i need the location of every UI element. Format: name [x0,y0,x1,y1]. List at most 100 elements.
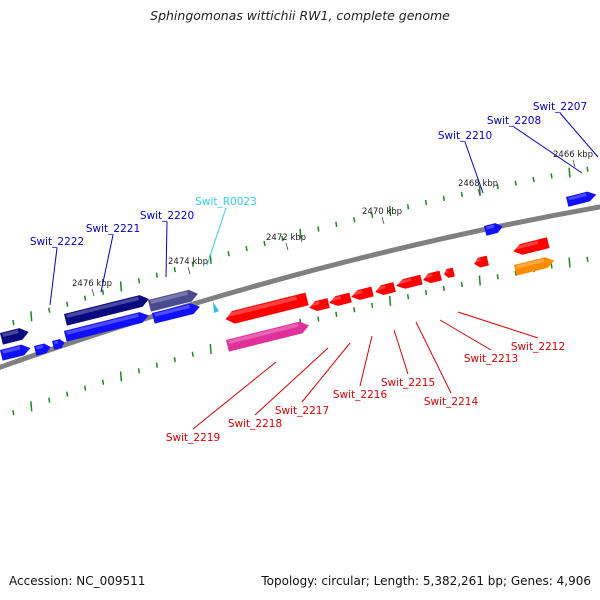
leader-line [192,361,277,430]
accession-text: Accession: NC_009511 [9,574,146,588]
leader-line [206,207,227,266]
tick-mark [12,410,15,416]
gene-reverse [351,286,374,300]
tick-mark [424,289,428,296]
tick-mark [191,261,194,267]
tick-mark [155,272,159,278]
tick-mark [12,320,15,326]
tick-mark [173,357,176,363]
tick-mark [550,173,553,179]
tick-mark [227,251,230,257]
tick-mark [119,371,123,382]
leader-line [415,321,452,394]
tick-mark [281,235,284,242]
kbp-label: 2472 kbp [266,233,306,243]
tick-mark [496,184,499,190]
gene-label-swit_2213: Swit_2213 [464,353,518,365]
rna-label-swit_r0023: Swit_R0023 [195,196,257,208]
leader-line [100,234,114,293]
leader-line [301,342,351,403]
tick-mark [568,257,571,268]
gene-forward-dark [0,328,29,345]
gene-label-swit_2220: Swit_2220 [140,210,194,222]
tick-mark [48,307,51,313]
tick-mark [137,368,141,374]
tick-mark [442,195,446,202]
tick-mark [496,274,499,280]
tick-mark [478,275,481,286]
gene-label-swit_2208: Swit_2208 [487,115,541,127]
tick-mark [173,267,176,273]
tick-mark [353,307,356,313]
gene-label-swit_2207: Swit_2207 [533,101,587,113]
leader-line [49,247,58,306]
kbp-label: 2476 kbp [72,279,112,289]
genome-backbone [0,204,600,370]
tick-mark [406,204,410,210]
gene-features [0,191,597,361]
gene-orange [514,257,555,276]
gene-pink [226,321,309,352]
leader-line [393,329,409,375]
kbp-labels: 2466 kbp 2468 kbp 2470 kbp 2472 kbp 2474 kbp… [72,150,593,297]
gene-label-swit_2212: Swit_2212 [511,341,565,353]
leader-line [439,319,492,351]
kbp-leader [477,188,481,197]
tick-mark [245,245,248,252]
gene-reverse [444,267,455,278]
kbp-leader [91,288,95,297]
gene-forward [0,344,31,361]
leader-line [254,347,329,416]
gene-forward-dark [148,289,198,312]
gene-reverse [513,237,550,255]
tick-mark [388,295,392,307]
tick-mark [514,270,517,276]
rna-gene [213,302,219,313]
gene-forward [152,303,200,324]
gene-label-swit_2215: Swit_2215 [381,377,435,389]
tick-mark [48,397,51,403]
tick-mark [586,256,589,262]
tick-mark [191,351,194,357]
leader-line [165,221,168,278]
tick-mark [335,221,338,227]
position-ticks [12,166,589,416]
gene-reverse [309,298,330,312]
gene-label-swit_2217: Swit_2217 [275,405,329,417]
tick-mark [66,301,69,307]
gene-label-swit_2221: Swit_2221 [86,223,140,235]
leader-line [359,335,373,387]
gene-reverse [474,255,490,268]
kbp-leader [285,242,289,251]
gene-reverse [375,282,396,296]
tick-mark [317,226,320,232]
tick-mark [424,199,428,206]
kbp-label: 2470 kbp [362,207,402,217]
leader-line [559,112,599,158]
gene-forward [34,343,51,356]
kbp-leader [572,159,576,168]
gene-label-swit_2222: Swit_2222 [30,236,84,248]
gene-forward [484,223,503,236]
tick-mark [137,278,141,284]
tick-mark [335,311,338,317]
tick-mark [299,228,302,239]
kbp-label: 2466 kbp [553,150,593,160]
tick-mark [353,217,356,223]
gene-reverse [225,292,309,324]
tick-mark [119,281,123,292]
tick-mark [586,166,589,172]
tick-mark [460,281,464,288]
gene-reverse [329,292,352,306]
tick-mark [209,343,212,354]
gene-forward [64,312,149,342]
kbp-leader [381,216,385,225]
genome-summary: Topology: circular; Length: 5,382,261 bp… [261,574,591,588]
map-title: Sphingomonas wittichii RW1, complete gen… [150,8,450,23]
tick-mark [460,191,464,198]
tick-mark [478,185,481,196]
gene-reverse [396,274,423,289]
tick-mark [83,385,87,391]
